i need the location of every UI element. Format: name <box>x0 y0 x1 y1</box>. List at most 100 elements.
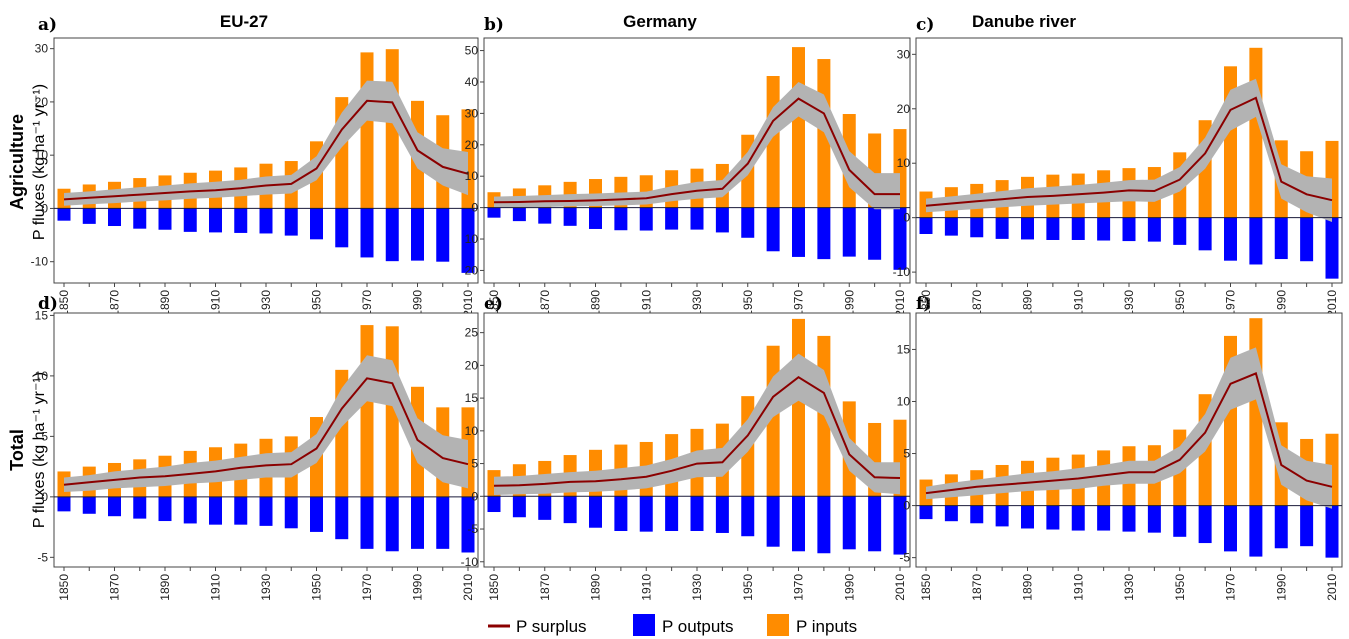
x-tick-label: 1870 <box>970 290 984 317</box>
y-tick-label: 20 <box>465 138 479 152</box>
bar-p-outputs <box>1274 505 1288 549</box>
bar-p-outputs <box>868 207 882 260</box>
y-tick-label: -10 <box>893 265 911 279</box>
bar-p-outputs <box>1300 217 1314 262</box>
y-tick-label: 50 <box>465 44 479 58</box>
panel-letter-c: c) <box>916 15 934 35</box>
bar-p-outputs <box>1274 217 1288 260</box>
x-tick-label: 1930 <box>1122 290 1136 317</box>
bar-p-outputs <box>1173 217 1187 245</box>
bar-p-inputs <box>792 47 805 208</box>
bar-p-outputs <box>995 505 1009 527</box>
x-tick-label: 1970 <box>792 574 806 601</box>
bar-p-outputs <box>436 496 450 549</box>
bar-p-outputs <box>183 208 197 232</box>
x-tick-label: 1890 <box>1021 574 1035 601</box>
p-surplus-line <box>63 377 469 486</box>
y-tick-label: 0 <box>903 211 910 225</box>
bar-p-outputs <box>1147 217 1161 242</box>
bar-p-outputs <box>133 496 147 519</box>
bar-p-outputs <box>487 207 501 218</box>
bar-p-outputs <box>461 208 475 273</box>
y-tick-label: 10 <box>35 369 49 383</box>
bar-p-outputs <box>1147 505 1161 533</box>
y-axis-label-bottom: P fluxes (kg ha⁻¹ yr⁻¹) <box>31 372 48 528</box>
bar-p-outputs <box>1097 217 1111 241</box>
bar-p-outputs <box>893 207 907 270</box>
bar-p-outputs <box>944 217 958 236</box>
y-tick-label: 10 <box>465 424 479 438</box>
legend-label-outputs: P outputs <box>662 617 734 636</box>
bar-p-outputs <box>538 207 552 224</box>
y-tick-label: 10 <box>897 156 911 170</box>
y-tick-label: -5 <box>467 522 478 536</box>
bar-p-outputs <box>133 208 147 229</box>
bar-p-outputs <box>741 496 755 537</box>
x-tick-label: 1850 <box>919 290 933 317</box>
bar-p-outputs <box>82 496 96 514</box>
x-tick-label: 1990 <box>1274 574 1288 601</box>
x-tick-label: 1950 <box>741 574 755 601</box>
bar-p-outputs <box>639 207 653 231</box>
panel-danube-agriculture: -10 0 10 20 30 1850 1870 1890 1910 1930 1950 1970 19… <box>893 37 1343 317</box>
x-tick-label: 1850 <box>919 574 933 601</box>
bar-p-outputs <box>1021 217 1034 240</box>
bar-p-outputs <box>259 208 273 234</box>
bar-p-outputs <box>1300 505 1314 547</box>
x-tick-label: 1870 <box>538 574 552 601</box>
x-tick-label: 1970 <box>1224 290 1238 317</box>
plot-frame <box>53 37 479 284</box>
x-tick-label: 2010 <box>893 290 907 317</box>
x-tick-label: 1890 <box>158 290 172 317</box>
x-tick-label: 1870 <box>108 290 122 317</box>
bar-p-outputs <box>1325 505 1339 558</box>
bar-p-outputs <box>589 496 602 528</box>
bar-p-outputs <box>1249 217 1263 265</box>
x-tick-label: 1870 <box>970 574 984 601</box>
y-tick-label: 5 <box>41 429 48 443</box>
x-tick-label: 1910 <box>1071 290 1085 317</box>
bar-p-outputs <box>310 496 323 532</box>
bar-p-outputs <box>665 207 679 230</box>
y-tick-label: 10 <box>465 232 479 246</box>
x-tick-label: 1910 <box>209 574 223 601</box>
surplus-uncertainty-band <box>494 353 900 495</box>
bar-p-outputs <box>461 496 475 553</box>
x-tick-label: 1990 <box>411 574 425 601</box>
bar-p-outputs <box>792 496 805 552</box>
bar-p-outputs <box>335 208 349 248</box>
x-tick-label: 1950 <box>741 290 755 317</box>
y-tick-label: 0 <box>41 201 48 215</box>
x-tick-label: 1870 <box>538 290 552 317</box>
p-surplus-line <box>493 375 901 487</box>
bar-p-outputs <box>1046 217 1060 240</box>
bar-p-outputs <box>995 217 1009 239</box>
surplus-uncertainty-band <box>926 347 1332 509</box>
legend-label-inputs: P inputs <box>796 617 857 636</box>
y-tick-label: 20 <box>465 358 479 372</box>
x-tick-label: 2010 <box>893 574 907 601</box>
bar-p-outputs <box>209 496 222 525</box>
bar-p-outputs <box>284 208 298 236</box>
x-tick-label: 1850 <box>487 290 501 317</box>
bar-p-outputs <box>766 496 780 547</box>
x-tick-label: 1910 <box>1071 574 1085 601</box>
bar-p-outputs <box>563 207 577 226</box>
panel-danube-total: -5 0 5 10 15 1850 1870 1890 1910 1930 1950 1970 1990… <box>897 312 1343 601</box>
bar-p-outputs <box>158 208 172 230</box>
bar-p-outputs <box>360 496 374 549</box>
bar-p-outputs <box>1122 217 1136 242</box>
bar-p-outputs <box>209 208 222 233</box>
row-label-agriculture: Agriculture <box>7 114 27 210</box>
bar-p-outputs <box>589 207 602 229</box>
panel-title-eu27: EU-27 <box>220 12 268 31</box>
surplus-uncertainty-band <box>494 82 900 210</box>
bar-p-outputs <box>970 217 984 238</box>
panel-letter-f: f) <box>916 294 931 314</box>
bar-p-outputs <box>57 208 71 221</box>
x-tick-label: 2010 <box>1325 290 1339 317</box>
x-tick-label: 1930 <box>1122 574 1136 601</box>
bar-p-outputs <box>335 496 349 540</box>
bar-p-outputs <box>792 207 805 257</box>
surplus-uncertainty-band <box>64 355 468 492</box>
